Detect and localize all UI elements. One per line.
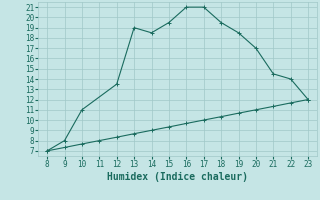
X-axis label: Humidex (Indice chaleur): Humidex (Indice chaleur) [107,172,248,182]
